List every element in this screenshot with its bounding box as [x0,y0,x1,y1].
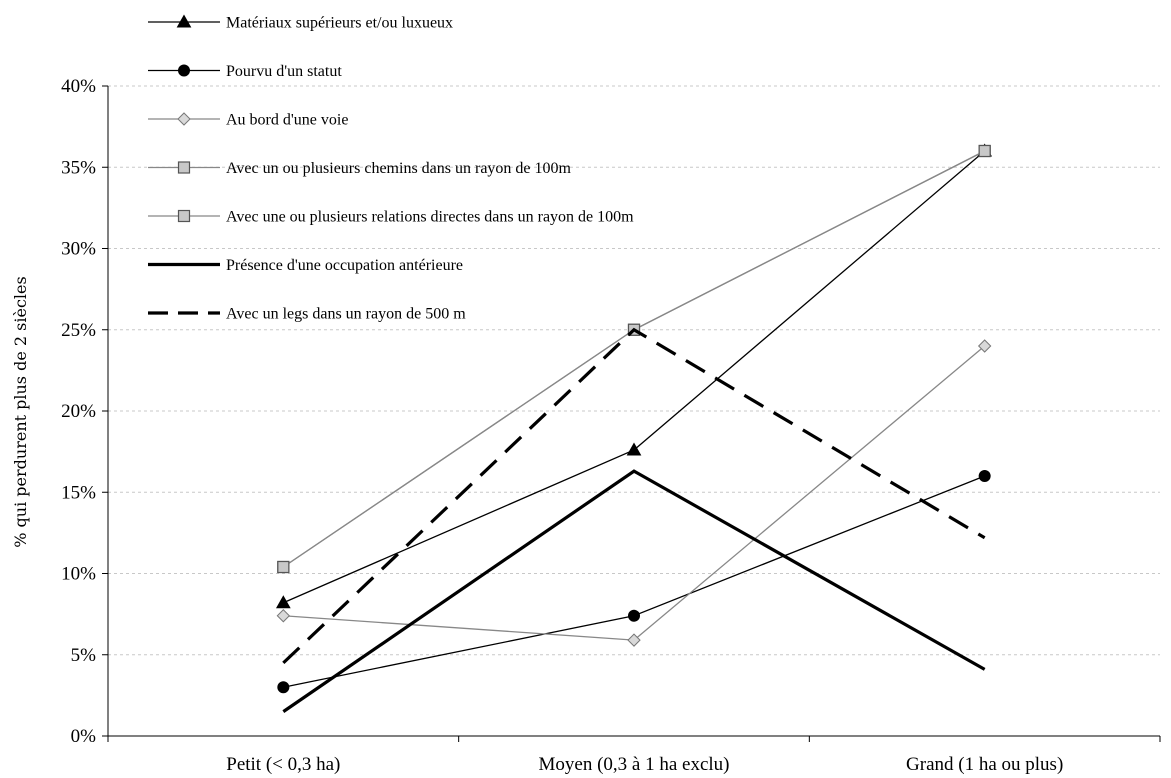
y-tick-label: 5% [71,645,97,666]
legend-label: Avec un legs dans un rayon de 500 m [226,306,466,323]
data-point [627,633,641,647]
y-tick-label: 10% [61,564,96,585]
y-tick-label: 40% [61,76,96,97]
data-point [978,144,991,158]
x-tick-label: Petit (< 0,3 ha) [226,754,340,775]
legend-item: Au bord d'une voie [148,112,348,129]
series-group [275,143,993,713]
x-tick-label: Moyen (0,3 à 1 ha exclu) [539,754,730,775]
legend-item: Avec un ou plusieurs chemins dans un ray… [148,160,572,177]
legend-item: Présence d'une occupation antérieure [148,257,463,274]
legend-item: Pourvu d'un statut [148,63,342,80]
legend-marker [177,112,191,126]
series-line [283,475,985,688]
legend-marker [178,64,190,77]
legend-label: Au bord d'une voie [226,112,348,129]
data-point [275,595,291,609]
series-line [282,327,986,665]
y-tick-label: 30% [61,239,96,260]
data-point [276,609,291,623]
data-point [277,560,290,574]
legend: Matériaux supérieurs et/ou luxueux Pourvu… [148,14,634,323]
legend-item: Matériaux supérieurs et/ou luxueux [148,14,453,32]
data-point [628,609,640,622]
y-tick-label: 0% [71,726,97,747]
x-axis-ticks: Petit (< 0,3 ha) Moyen (0,3 à 1 ha exclu)… [107,736,1161,775]
legend-marker [177,161,191,174]
series-line [283,345,986,641]
legend-item: Avec un legs dans un rayon de 500 m [148,306,466,323]
series-6 [282,327,986,665]
data-point [977,339,992,353]
legend-item: Avec une ou plusieurs relations directes… [148,209,634,226]
y-tick-label: 15% [61,482,96,503]
y-axis-ticks: 0% 5% 10% 15% 20% 25% 30% 35% 40% [61,76,108,747]
legend-label: Matériaux supérieurs et/ou luxueux [226,15,453,32]
y-axis-label: % qui perdurent plus de 2 siècles [11,276,30,547]
legend-label: Présence d'une occupation antérieure [226,257,463,274]
legend-label: Pourvu d'un statut [226,63,342,80]
y-tick-label: 35% [61,157,96,178]
series-2 [276,339,992,647]
series-5 [282,469,986,713]
legend-marker [176,14,192,28]
legend-marker [177,209,191,223]
y-tick-label: 25% [61,320,96,341]
x-tick-label: Grand (1 ha ou plus) [906,754,1063,775]
series-line [282,469,986,713]
data-point [626,442,642,456]
legend-label: Avec une ou plusieurs relations directes… [226,209,634,226]
y-tick-label: 20% [61,401,96,422]
gridlines [108,85,1160,656]
series-1 [277,470,991,694]
data-point [277,681,290,694]
data-point [978,470,991,482]
legend-label: Avec un ou plusieurs chemins dans un ray… [226,160,572,177]
